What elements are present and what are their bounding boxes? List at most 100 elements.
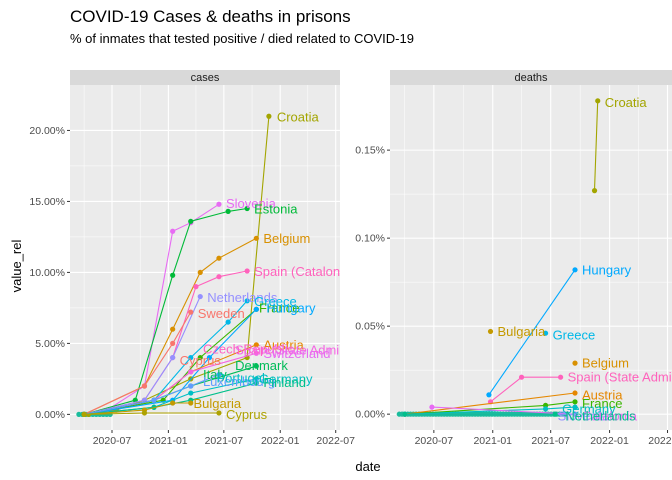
- series-greece: [542, 330, 549, 336]
- plot-panel: [70, 85, 340, 430]
- data-point: [266, 113, 272, 119]
- data-point: [216, 410, 222, 416]
- facet-strip: [70, 70, 340, 85]
- series-line: [593, 100, 599, 191]
- data-point: [193, 284, 199, 290]
- y-tick-label: 0.05%: [355, 321, 385, 333]
- country-label: Catalonia: [582, 408, 638, 423]
- data-point: [572, 404, 578, 410]
- y-tick-label: 0.15%: [355, 145, 385, 157]
- x-tick-label: 2020-07: [93, 435, 132, 447]
- country-label: France: [582, 396, 622, 411]
- country-label: Czech Republic: [203, 342, 295, 357]
- data-point: [197, 293, 203, 300]
- country-label: Finland: [263, 375, 306, 390]
- data-point: [141, 410, 148, 416]
- data-point: [429, 404, 435, 410]
- country-label: Croatia: [605, 95, 648, 110]
- country-label: Luxembourg: [203, 374, 275, 389]
- series-line: [488, 269, 576, 396]
- series-line: [84, 308, 257, 415]
- data-point: [572, 360, 578, 366]
- series-line: [83, 296, 201, 415]
- data-point: [216, 372, 222, 378]
- data-point: [81, 411, 87, 417]
- data-point: [486, 392, 492, 398]
- country-label: Bulgaria: [193, 396, 241, 411]
- x-tick-label: 2022-01: [261, 435, 300, 447]
- data-point: [132, 397, 138, 403]
- series-hungary: [486, 267, 578, 398]
- data-point: [216, 274, 222, 280]
- data-point: [253, 380, 259, 386]
- plot-panel: [390, 85, 672, 430]
- data-point: [253, 350, 259, 356]
- series-bulgaria: [487, 328, 494, 335]
- facet-strip: [390, 70, 672, 85]
- data-point: [591, 188, 598, 194]
- data-point: [595, 98, 601, 104]
- data-point: [552, 411, 558, 417]
- y-tick-label: 0.10%: [355, 233, 385, 245]
- series-line: [83, 207, 248, 415]
- data-point: [141, 383, 148, 389]
- y-tick-label: 0.00%: [355, 409, 385, 421]
- country-label: Denmark: [235, 358, 288, 373]
- data-point: [170, 272, 176, 278]
- y-tick-label: 10.00%: [29, 267, 65, 279]
- facet-strip-label: cases: [191, 72, 220, 84]
- country-label: Austria: [263, 337, 304, 352]
- country-label: Belgium: [582, 356, 629, 371]
- data-point: [518, 374, 525, 380]
- data-point: [188, 390, 194, 396]
- data-point: [197, 269, 203, 276]
- series-belgium: [572, 360, 578, 366]
- country-label: Spain (State Admin.): [568, 370, 672, 385]
- data-point: [558, 374, 564, 380]
- data-point: [170, 400, 176, 406]
- panel-cases: cases 0.00% 5.00% 10.00% 15.00% 20.00% 2020-07…: [29, 70, 355, 447]
- data-point: [244, 205, 250, 212]
- data-point: [572, 267, 578, 273]
- series-spain-state-admin-: [487, 374, 564, 405]
- data-point: [253, 363, 259, 369]
- country-label: Portugal: [216, 371, 265, 386]
- panels: cases 0.00% 5.00% 10.00% 15.00% 20.00% 2020-07…: [29, 70, 672, 447]
- y-tick-label: 5.00%: [35, 338, 65, 350]
- country-label: Netherlands: [565, 408, 636, 423]
- series-line: [83, 311, 192, 415]
- country-label: Switzerland: [263, 346, 330, 361]
- series-line: [404, 392, 576, 415]
- country-label: Slovenia: [558, 408, 609, 423]
- data-point: [170, 326, 176, 332]
- data-point: [487, 328, 494, 335]
- data-point: [188, 400, 194, 406]
- data-point: [206, 354, 213, 361]
- chart-title: COVID-19 Cases & deaths in prisons: [70, 7, 351, 26]
- x-tick-label: 2022-01: [590, 435, 629, 447]
- x-tick-label: 2021-01: [473, 435, 512, 447]
- data-point: [188, 354, 194, 361]
- country-label: Italy: [203, 367, 227, 382]
- country-label: Croatia: [277, 109, 320, 124]
- data-point: [216, 201, 222, 207]
- y-tick-label: 20.00%: [29, 125, 65, 137]
- series-sweden: [81, 309, 194, 417]
- country-label: Hungary: [266, 301, 316, 316]
- x-tick-label: 2022-07: [316, 435, 355, 447]
- country-label: Estonia: [254, 202, 298, 217]
- y-axis-title: value_rel: [9, 240, 24, 293]
- data-point: [253, 235, 259, 241]
- data-point: [572, 411, 578, 417]
- series-line: [431, 406, 576, 415]
- country-label: Greece: [553, 327, 596, 342]
- data-point: [197, 354, 203, 361]
- x-tick-label: 2021-07: [531, 435, 570, 447]
- data-point: [244, 298, 250, 304]
- data-point: [253, 342, 259, 348]
- country-label: Greece: [254, 294, 297, 309]
- x-tick-label: 2022-07: [648, 435, 672, 447]
- country-label: Spain (Catalonia): [254, 264, 354, 279]
- series-cyprus: [81, 410, 222, 417]
- series-layer: Croatia Hungary Bulgaria Greece BelgiumSpain…: [396, 95, 672, 423]
